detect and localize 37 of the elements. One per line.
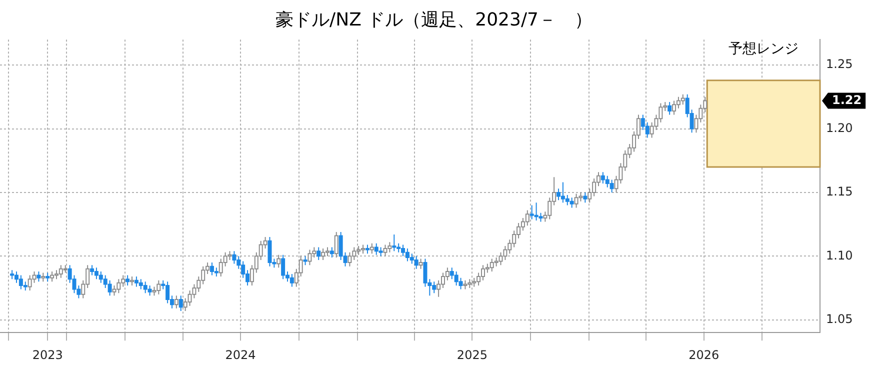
candlestick bbox=[668, 102, 672, 116]
candlestick bbox=[32, 270, 36, 284]
candlestick bbox=[268, 236, 272, 267]
candlestick bbox=[418, 258, 423, 270]
candlestick bbox=[330, 246, 334, 258]
y-tick-label: 1.20 bbox=[826, 120, 853, 135]
candlestick bbox=[414, 256, 418, 270]
candlestick bbox=[228, 250, 232, 260]
candlestick bbox=[392, 234, 396, 252]
candlestick bbox=[574, 193, 578, 208]
x-tick-label: 2023 bbox=[32, 348, 63, 362]
y-tick-label: 1.25 bbox=[826, 57, 853, 72]
candlestick bbox=[178, 295, 183, 312]
candlestick bbox=[334, 231, 338, 258]
candlestick bbox=[316, 246, 321, 260]
candlestick bbox=[232, 250, 236, 264]
x-tick-label: 2024 bbox=[225, 348, 256, 362]
candlestick bbox=[436, 280, 441, 298]
x-tick-label: 2026 bbox=[688, 348, 720, 362]
candlestick bbox=[130, 276, 134, 286]
candlestick bbox=[214, 267, 218, 278]
x-tick-label: 2025 bbox=[456, 348, 488, 362]
y-tick-label: 1.15 bbox=[826, 184, 853, 199]
candlestick bbox=[90, 264, 94, 276]
y-tick-label: 1.10 bbox=[826, 248, 853, 262]
candlestick bbox=[672, 100, 676, 116]
candlestick bbox=[174, 295, 178, 309]
candlestick bbox=[570, 197, 574, 208]
chart-title: 豪ドル/NZ ドル（週足、2023/7－ ） bbox=[276, 9, 592, 30]
band-label: 予想レンジ bbox=[728, 41, 799, 58]
y-tick-label: 1.05 bbox=[826, 312, 853, 326]
candlestick bbox=[321, 248, 326, 260]
candlestick bbox=[23, 281, 28, 292]
candlestick bbox=[610, 179, 614, 193]
candlestick bbox=[445, 267, 450, 281]
text: 1.22 bbox=[832, 92, 862, 107]
candlestick bbox=[534, 202, 538, 221]
